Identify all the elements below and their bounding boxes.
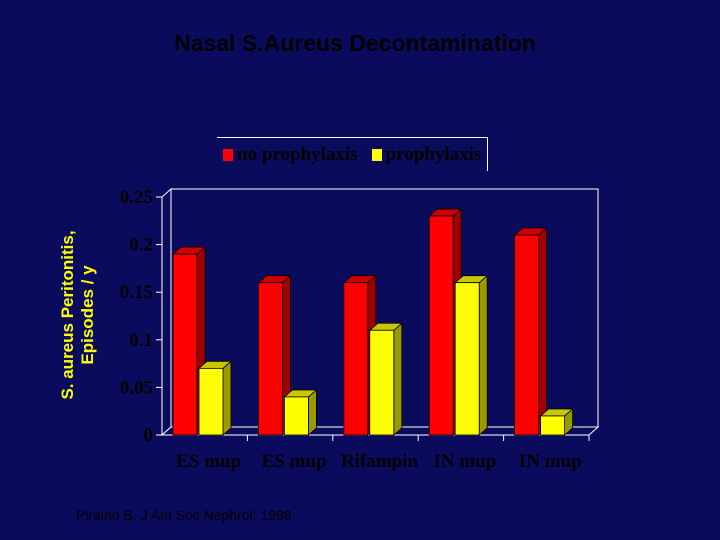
bar-prophylaxis-4 <box>454 282 480 436</box>
bar-prophylaxis-4-side <box>478 274 488 436</box>
bar-prophylaxis-1 <box>198 367 224 436</box>
y-tick-label: 0.2 <box>129 235 153 256</box>
chart-title: Nasal S.Aureus Decontamination <box>174 30 536 56</box>
plot-left-wall <box>161 187 172 437</box>
legend-label-prophylaxis: prophylaxis <box>385 143 482 165</box>
bar-prophylaxis-2-side <box>307 389 317 436</box>
bar-no-prophylaxis-2 <box>257 282 283 436</box>
bar-no-prophylaxis-5-side <box>538 227 547 436</box>
x-category-label: ES mup <box>262 451 327 472</box>
x-category-label: ES mup <box>176 451 241 472</box>
legend-swatch-prophylaxis <box>371 148 382 161</box>
y-tick-label: 0.15 <box>120 282 153 303</box>
bar-prophylaxis-3-side <box>393 322 403 436</box>
y-tick-label: 0.25 <box>120 187 153 208</box>
y-tick-label: 0.05 <box>120 377 153 398</box>
bar-no-prophylaxis-4 <box>428 215 454 436</box>
x-category-label: IN mup <box>433 451 496 472</box>
x-category-label: IN mup <box>519 451 582 472</box>
bar-no-prophylaxis-5 <box>514 234 539 436</box>
bar-prophylaxis-1-side <box>222 360 232 436</box>
y-tick-label: 0.1 <box>129 330 153 351</box>
legend-item-prophylaxis: prophylaxis <box>371 143 482 166</box>
x-category-label: Rifampin <box>341 451 419 472</box>
bar-prophylaxis-3 <box>369 329 395 436</box>
bar-prophylaxis-5 <box>540 415 565 436</box>
citation: Piraino B, J Am Soc Nephrol, 1998 <box>76 507 292 523</box>
bar-prophylaxis-2 <box>283 396 309 436</box>
legend-label-no-prophylaxis: no prophylaxis <box>237 143 358 165</box>
legend-swatch-no-prophylaxis <box>223 148 233 161</box>
y-tick-label: 0 <box>144 425 154 446</box>
bar-no-prophylaxis-1 <box>172 253 198 436</box>
bar-no-prophylaxis-3 <box>343 282 369 436</box>
legend: no prophylaxis prophylaxis <box>217 137 488 171</box>
legend-item-no-prophylaxis: no prophylaxis <box>223 144 358 166</box>
